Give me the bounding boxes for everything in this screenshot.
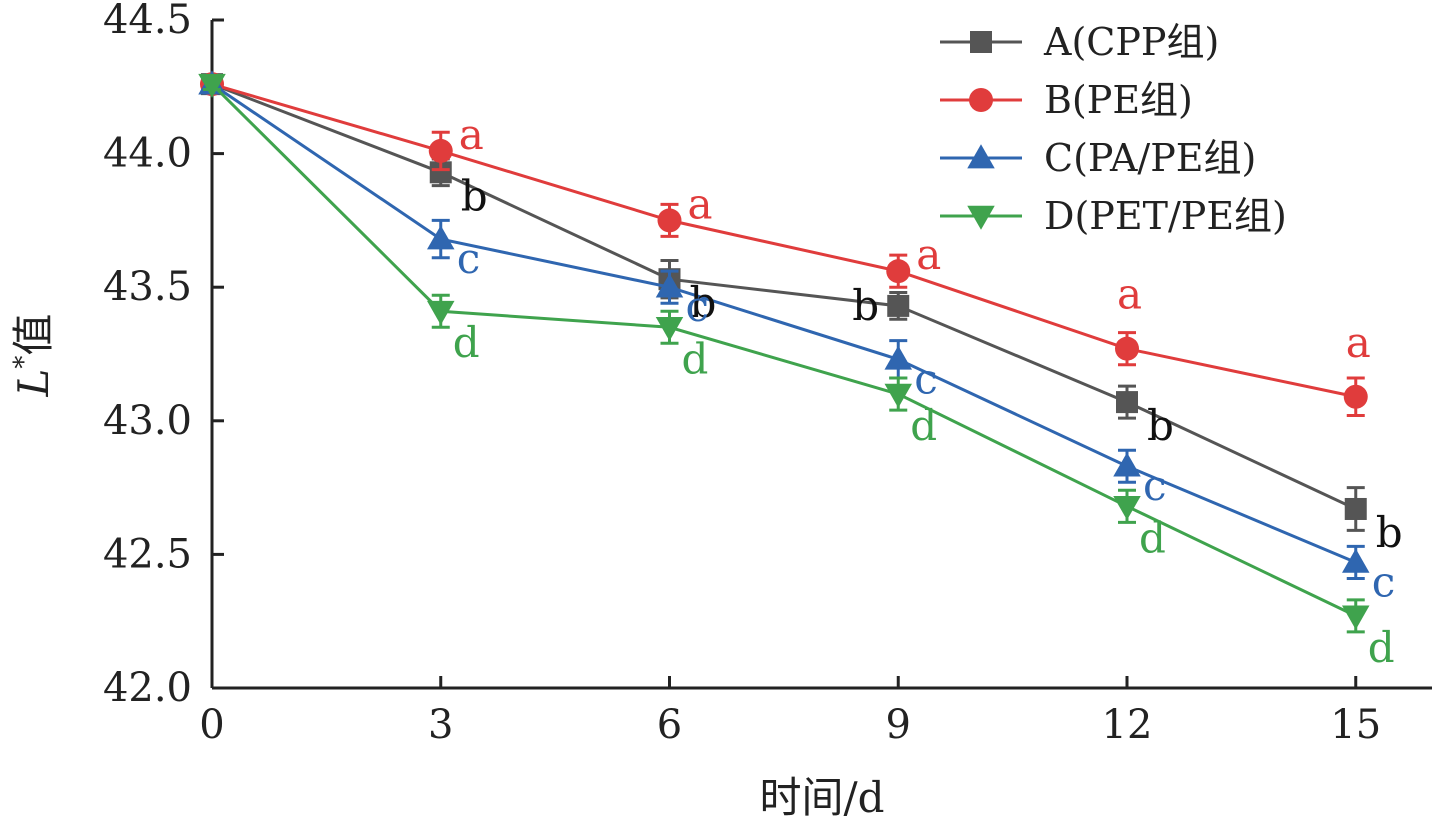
x-axis-ticks: 0 3 6 9 12 15 bbox=[199, 676, 1381, 748]
data-point bbox=[657, 208, 682, 233]
data-point bbox=[886, 259, 911, 284]
y-axis-ticks: 42.0 42.5 43.0 43.5 44.0 44.5 bbox=[103, 0, 224, 711]
significance-label: c bbox=[1143, 461, 1167, 510]
significance-label: d bbox=[1368, 623, 1395, 672]
data-point bbox=[887, 294, 910, 317]
x-tick-label: 9 bbox=[886, 702, 911, 748]
series-line bbox=[210, 83, 1357, 618]
data-point bbox=[1343, 384, 1368, 409]
legend-item: A(CPP组) bbox=[940, 20, 1219, 64]
significance-label: a bbox=[1346, 318, 1371, 367]
data-point bbox=[1116, 391, 1138, 414]
data-point bbox=[1115, 336, 1139, 361]
y-tick-label: 43.5 bbox=[103, 264, 192, 310]
x-tick-label: 3 bbox=[428, 702, 453, 748]
significance-label: b bbox=[1376, 508, 1403, 557]
data-point bbox=[428, 138, 453, 163]
legend-marker bbox=[967, 205, 995, 230]
data-point bbox=[1113, 495, 1141, 521]
significance-label: b bbox=[690, 278, 717, 327]
data-point bbox=[198, 73, 226, 98]
legend: A(CPP组) B(PE组) C(PA/PE组) D(PET/PE组) bbox=[940, 20, 1287, 238]
significance-label: c bbox=[914, 354, 938, 403]
legend-label: B(PE组) bbox=[1044, 78, 1193, 122]
significance-label: a bbox=[688, 179, 713, 228]
x-tick-label: 6 bbox=[657, 702, 682, 748]
significance-label: c bbox=[457, 234, 481, 283]
data-point bbox=[427, 300, 455, 325]
data-point bbox=[1113, 452, 1141, 477]
significance-label: b bbox=[1147, 401, 1174, 450]
legend-item: C(PA/PE组) bbox=[940, 136, 1256, 180]
y-tick-label: 42.0 bbox=[103, 665, 192, 711]
data-point bbox=[427, 225, 455, 250]
y-tick-label: 44.0 bbox=[103, 131, 192, 177]
legend-marker bbox=[969, 88, 993, 112]
significance-label: b bbox=[461, 171, 488, 220]
series-line bbox=[211, 82, 1357, 511]
legend-label: C(PA/PE组) bbox=[1044, 136, 1256, 180]
x-tick-label: 15 bbox=[1330, 702, 1381, 748]
series-line bbox=[211, 82, 1357, 399]
data-point bbox=[884, 345, 912, 370]
data-point bbox=[1344, 497, 1367, 520]
significance-label: c bbox=[1372, 557, 1396, 606]
significance-label: d bbox=[1139, 513, 1166, 562]
significance-label: c bbox=[686, 282, 710, 331]
significance-label: d bbox=[453, 318, 480, 367]
legend-marker bbox=[967, 144, 995, 169]
significance-label: d bbox=[910, 401, 937, 450]
series-b bbox=[200, 72, 1368, 417]
y-axis-title-letter: L bbox=[9, 369, 58, 398]
y-tick-label: 43.0 bbox=[103, 398, 192, 444]
series-d bbox=[198, 73, 1370, 634]
data-point bbox=[655, 316, 684, 342]
significance-label: a bbox=[1117, 270, 1142, 319]
data-point bbox=[1342, 548, 1370, 573]
legend-item: B(PE组) bbox=[940, 78, 1193, 122]
x-tick-label: 12 bbox=[1102, 702, 1153, 748]
data-point bbox=[429, 161, 452, 184]
legend-label: A(CPP组) bbox=[1043, 20, 1219, 64]
y-axis-title: L*值 bbox=[9, 314, 58, 398]
y-tick-label: 42.5 bbox=[103, 531, 192, 577]
series-line bbox=[211, 82, 1357, 564]
legend-label: D(PET/PE组) bbox=[1044, 194, 1287, 238]
series-layer bbox=[198, 70, 1370, 634]
significance-label: a bbox=[459, 110, 484, 159]
data-point bbox=[884, 383, 912, 408]
y-tick-label: 44.5 bbox=[103, 0, 192, 43]
data-point bbox=[655, 273, 684, 298]
legend-item: D(PET/PE组) bbox=[940, 194, 1287, 238]
y-axis-title-superscript: * bbox=[9, 356, 39, 369]
significance-label: b bbox=[852, 281, 879, 330]
x-tick-label: 0 bbox=[199, 702, 224, 748]
significance-label: d bbox=[682, 334, 709, 383]
x-axis-title: 时间/d bbox=[759, 773, 884, 822]
data-point bbox=[1342, 605, 1370, 630]
significance-label: a bbox=[916, 230, 941, 279]
axes bbox=[210, 20, 1432, 690]
y-axis-title-suffix: 值 bbox=[9, 314, 58, 356]
legend-marker bbox=[970, 31, 992, 53]
